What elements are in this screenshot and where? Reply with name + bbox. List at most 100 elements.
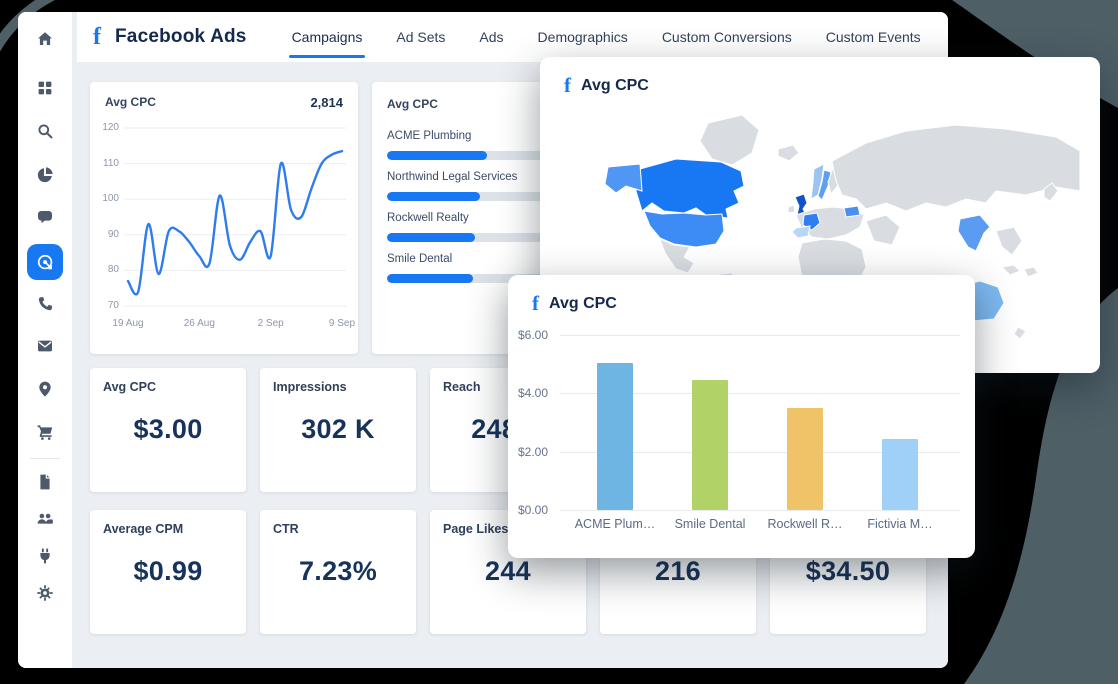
hbar-label: Smile Dental <box>387 253 453 265</box>
kpi-card-impressions: Impressions 302 K <box>260 368 416 492</box>
line-chart-total: 2,814 <box>310 95 343 110</box>
bar-gridline <box>560 335 960 336</box>
bar-3 <box>787 407 823 510</box>
line-x-tick: 26 Aug <box>183 318 215 329</box>
facebook-logo-icon: f <box>93 24 101 50</box>
hbar-rows: ACME Plumbing Northwind Legal Services Roc… <box>372 119 640 283</box>
kpi-value: $34.50 <box>805 556 891 586</box>
kpi-value: 302 K <box>301 414 375 444</box>
bar-y-label: $4.00 <box>518 386 549 401</box>
line-chart-card: Avg CPC 2,814 120 110 100 90 80 70 19 Aug 26 A… <box>90 82 358 354</box>
tab-demographics[interactable]: Demographics <box>537 29 628 45</box>
hbar-row: Rockwell Realty <box>372 201 640 242</box>
kpi-label: Avg CPC <box>103 380 157 394</box>
nav-tabs: Campaigns Ad Sets Ads Demographics Custom Co… <box>275 12 938 62</box>
kpi-label: Reach <box>443 380 481 394</box>
line-y-tick: 110 <box>103 157 119 169</box>
sidebar-item-location[interactable] <box>36 380 54 398</box>
sidebar-item-ad-target[interactable] <box>27 244 63 280</box>
bar-gridline <box>560 510 960 511</box>
map-canada <box>635 158 745 219</box>
map-poland <box>843 205 861 218</box>
map-ireland <box>787 204 796 214</box>
kpi-value: $3.00 <box>133 414 203 444</box>
sidebar-item-apps-grid[interactable] <box>36 79 54 97</box>
sidebar-item-home[interactable] <box>36 30 54 48</box>
hbar-row: Northwind Legal Services <box>372 160 640 201</box>
map-india <box>957 214 991 252</box>
hbar-track <box>387 274 625 283</box>
sidebar-item-search[interactable] <box>36 122 54 140</box>
kpi-label: CTR <box>273 522 299 536</box>
bar-overlay-card: f Avg CPC $6.00 $4.00 $2.00 $0.00 ACME Plum… <box>508 275 975 558</box>
line-y-tick: 80 <box>107 264 119 276</box>
hbar-track <box>387 151 625 160</box>
hbar-label: Northwind Legal Services <box>387 171 518 183</box>
tab-custom-conversions[interactable]: Custom Conversions <box>661 29 792 45</box>
map-new-zealand <box>1013 326 1027 340</box>
kpi-value: 216 <box>655 556 701 586</box>
tab-custom-events[interactable]: Custom Events <box>825 29 921 45</box>
line-x-tick: 2 Sep <box>257 318 284 329</box>
sidebar-item-mail[interactable] <box>36 337 54 355</box>
sidebar-item-document[interactable] <box>36 473 54 491</box>
hbar-row: ACME Plumbing <box>372 119 640 160</box>
map-se-asia <box>995 226 1023 256</box>
hbar-label: Rockwell Realty <box>387 212 469 224</box>
bar-card-title: Avg CPC <box>549 294 617 312</box>
tab-campaigns[interactable]: Campaigns <box>275 12 380 62</box>
map-japan <box>1043 182 1059 202</box>
line-x-tick: 9 Sep <box>328 318 356 329</box>
bar-1 <box>597 362 633 510</box>
facebook-logo-icon: f <box>564 73 571 97</box>
sidebar-item-chat[interactable] <box>36 208 54 226</box>
map-indonesia <box>1000 264 1039 278</box>
kpi-label: Impressions <box>273 380 347 394</box>
kpi-card-average-cpm: Average CPM $0.99 <box>90 510 246 634</box>
line-x-tick: 19 Aug <box>112 318 144 329</box>
line-chart-title: Avg CPC <box>105 95 156 109</box>
bar-x-label: Rockwell R… <box>767 517 843 531</box>
sidebar-item-users[interactable] <box>36 509 54 527</box>
bar-y-label: $2.00 <box>518 444 549 459</box>
bar-chart-plot <box>560 335 960 511</box>
bar-gridline <box>560 393 960 395</box>
bar-4 <box>882 438 918 510</box>
map-alaska <box>604 163 643 194</box>
hbar-label: ACME Plumbing <box>387 130 472 142</box>
bar-gridline <box>560 451 960 453</box>
bar-x-label: Fictivia M… <box>867 517 933 531</box>
kpi-card-ctr: CTR 7.23% <box>260 510 416 634</box>
map-spain <box>791 225 811 239</box>
bar-y-label: $0.00 <box>518 503 549 517</box>
line-y-tick: 70 <box>107 300 119 311</box>
hbar-fill <box>387 151 487 160</box>
hbar-fill <box>387 192 480 201</box>
sidebar <box>18 12 72 668</box>
map-iceland <box>777 144 800 162</box>
map-greenland <box>699 114 760 166</box>
map-mexico <box>659 238 695 274</box>
sidebar-item-plug[interactable] <box>36 547 54 565</box>
kpi-label: Page Likes <box>443 522 509 536</box>
kpi-value: 7.23% <box>298 556 378 586</box>
sidebar-item-settings[interactable] <box>36 584 54 602</box>
bar-x-label: ACME Plum… <box>574 517 656 531</box>
app-title: Facebook Ads <box>115 26 247 47</box>
hbar-track <box>387 192 625 201</box>
ad-target-icon <box>37 254 52 269</box>
hbar-fill <box>387 233 476 242</box>
sidebar-item-phone[interactable] <box>36 295 54 313</box>
tab-ads[interactable]: Ads <box>479 29 504 45</box>
map-sweden <box>817 169 832 201</box>
sidebar-item-cart[interactable] <box>36 423 54 441</box>
sidebar-item-pie-chart[interactable] <box>36 166 54 184</box>
map-france <box>802 212 821 231</box>
tab-ad-sets[interactable]: Ad Sets <box>396 29 446 45</box>
kpi-card-avg-cpc: Avg CPC $3.00 <box>90 368 246 492</box>
decor-blob-bottom-right <box>964 288 1118 684</box>
map-asia <box>831 124 1081 212</box>
bar-2 <box>692 380 728 510</box>
hbar-row: Smile Dental <box>372 242 640 283</box>
